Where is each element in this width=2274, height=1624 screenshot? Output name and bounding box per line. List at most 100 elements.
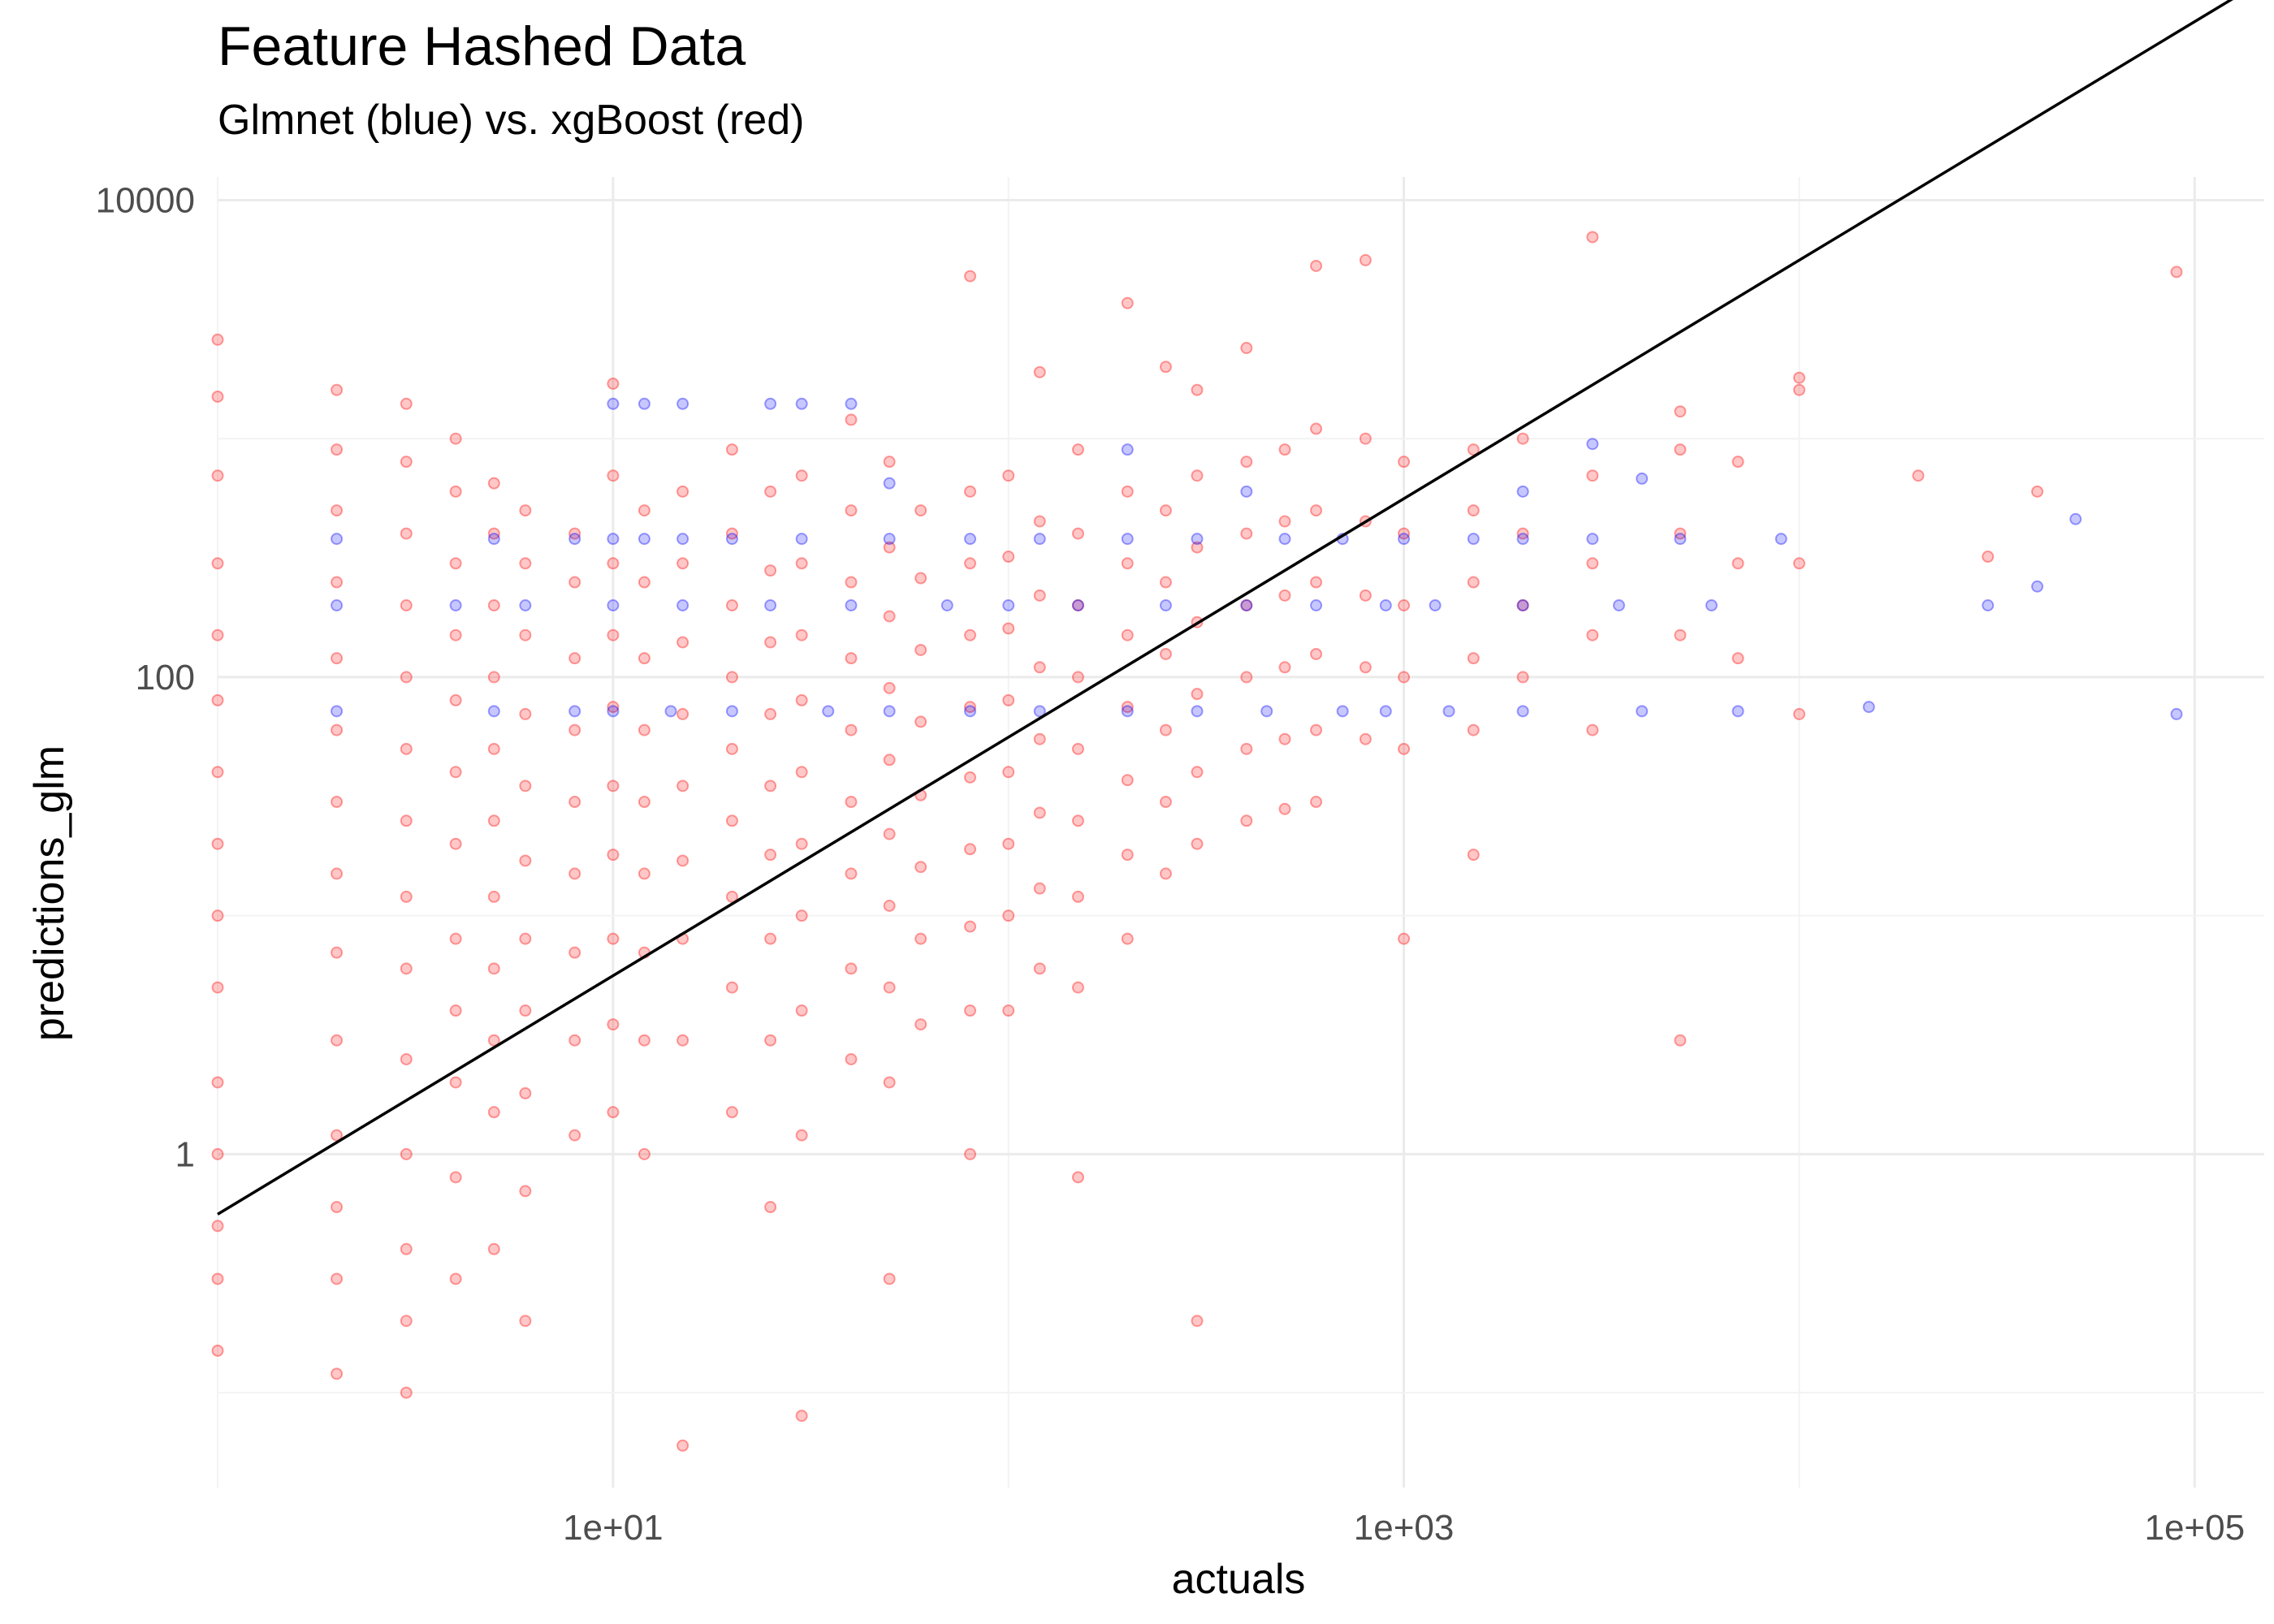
data-point [487, 599, 500, 612]
data-point [1398, 932, 1411, 945]
data-point [1310, 504, 1323, 517]
data-point [1240, 527, 1253, 540]
data-point [914, 715, 927, 728]
data-point [331, 576, 344, 589]
data-point [211, 333, 224, 346]
data-point [519, 599, 532, 612]
data-point [1379, 705, 1392, 718]
data-point [1159, 647, 1172, 660]
data-point [764, 849, 777, 862]
data-point [1121, 701, 1134, 714]
data-point [568, 1129, 581, 1142]
data-point [449, 485, 462, 498]
data-point [211, 390, 224, 403]
data-point [638, 723, 651, 736]
data-point [568, 705, 581, 718]
data-point [1121, 485, 1134, 498]
data-point [1002, 1004, 1015, 1017]
data-point [1191, 541, 1204, 554]
data-point [1359, 589, 1372, 602]
data-point [1310, 723, 1323, 736]
data-point [331, 1367, 344, 1380]
data-point [725, 599, 738, 612]
data-point [764, 485, 777, 498]
data-point [1033, 365, 1046, 378]
data-point [568, 1034, 581, 1047]
data-point [677, 780, 690, 793]
data-point [677, 557, 690, 570]
data-point [964, 270, 977, 283]
data-point [1310, 796, 1323, 809]
data-point [449, 1004, 462, 1017]
data-point [1398, 527, 1411, 540]
data-point [1674, 533, 1687, 546]
data-point [1516, 599, 1529, 612]
data-point [1792, 371, 1805, 384]
data-point [568, 527, 581, 540]
data-point [1159, 796, 1172, 809]
data-point [845, 413, 858, 426]
data-point [487, 962, 500, 975]
data-point [764, 1201, 777, 1214]
data-point [1731, 557, 1744, 570]
y-tick-label: 10000 [96, 180, 195, 220]
data-point [1862, 701, 1875, 714]
data-point [1278, 515, 1291, 528]
data-point [1121, 932, 1134, 945]
data-point [1586, 533, 1599, 546]
data-point [764, 636, 777, 649]
identity-line [217, 0, 2233, 1216]
data-point [487, 477, 500, 490]
data-point [1159, 723, 1172, 736]
data-point [883, 456, 896, 469]
data-point [607, 378, 620, 391]
data-point [400, 1052, 413, 1065]
data-point [1398, 599, 1411, 612]
data-point [607, 397, 620, 410]
data-point [725, 705, 738, 718]
data-point [725, 1106, 738, 1119]
data-point [845, 397, 858, 410]
data-point [1191, 837, 1204, 850]
data-point [940, 599, 953, 612]
data-point [638, 1034, 651, 1047]
data-point [1071, 443, 1084, 456]
data-point [1071, 527, 1084, 540]
data-point [677, 397, 690, 410]
data-point [1159, 867, 1172, 880]
data-point [845, 576, 858, 589]
data-point [400, 742, 413, 755]
reference-line [217, 0, 2233, 1216]
data-point [1674, 443, 1687, 456]
data-point [331, 1272, 344, 1285]
data-point [725, 443, 738, 456]
x-axis-title: actuals [1172, 1556, 1306, 1603]
data-point [1159, 599, 1172, 612]
data-point [964, 843, 977, 856]
data-point [795, 397, 808, 410]
data-point [1121, 533, 1134, 546]
data-point [1121, 628, 1134, 641]
data-point [1191, 766, 1204, 779]
x-tick-label: 1e+03 [1354, 1508, 1455, 1548]
data-point [1002, 909, 1015, 922]
data-point [607, 1018, 620, 1031]
data-point [1071, 742, 1084, 755]
data-point [607, 469, 620, 482]
data-point [331, 504, 344, 517]
data-point [568, 946, 581, 959]
data-point [1359, 661, 1372, 674]
data-point [1775, 533, 1788, 546]
data-point [964, 705, 977, 718]
data-point [914, 1018, 927, 1031]
data-point [1516, 671, 1529, 684]
data-point [845, 962, 858, 975]
data-point [519, 780, 532, 793]
data-point [1516, 432, 1529, 445]
data-point [677, 1439, 690, 1452]
data-point [964, 701, 977, 714]
data-point [331, 652, 344, 665]
data-point [883, 981, 896, 994]
data-point [1159, 504, 1172, 517]
data-point [1467, 443, 1480, 456]
